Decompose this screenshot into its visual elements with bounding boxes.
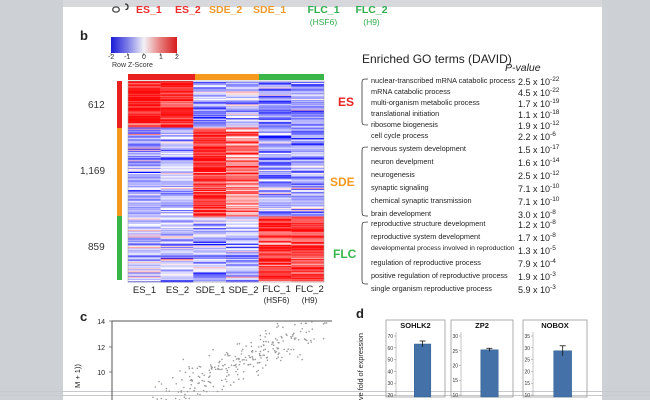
svg-text:25: 25 [452,349,458,355]
svg-text:30: 30 [524,346,530,352]
svg-text:10: 10 [524,393,530,399]
svg-text:15: 15 [524,381,530,387]
svg-text:NOBOX: NOBOX [541,321,569,330]
svg-text:10: 10 [452,393,458,399]
svg-text:SOHLK2: SOHLK2 [400,321,430,330]
svg-text:30: 30 [452,334,458,340]
svg-text:30: 30 [387,381,393,387]
svg-text:50: 50 [387,358,393,364]
svg-text:25: 25 [524,358,530,364]
svg-text:20: 20 [387,393,393,399]
svg-text:ZP2: ZP2 [475,321,489,330]
svg-text:20: 20 [452,364,458,370]
svg-text:70: 70 [387,334,393,340]
svg-text:60: 60 [387,346,393,352]
svg-text:35: 35 [524,334,530,340]
svg-text:15: 15 [452,378,458,384]
svg-text:40: 40 [387,369,393,375]
svg-text:20: 20 [524,369,530,375]
